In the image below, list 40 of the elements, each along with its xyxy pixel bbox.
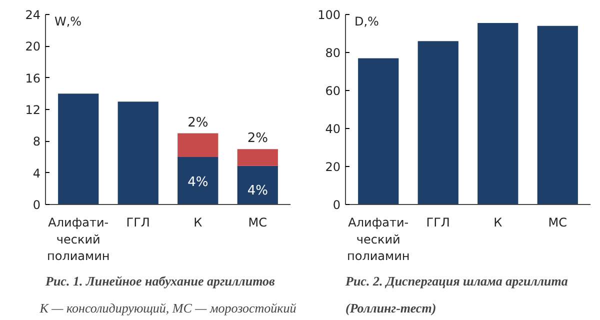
bar (237, 149, 278, 166)
x-tick-label: МС (248, 216, 267, 230)
y-tick-label: 40 (325, 122, 341, 136)
y-axis-title: D,% (354, 14, 379, 28)
y-tick-label: 80 (325, 46, 341, 60)
x-tick-label: МС (548, 216, 567, 230)
y-tick-label: 16 (25, 71, 41, 86)
y-tick-label: 20 (25, 40, 41, 54)
bar (237, 166, 278, 204)
bar (118, 102, 158, 204)
annotation: 2% (188, 115, 208, 130)
y-axis-title: W,% (54, 14, 82, 28)
bar (178, 133, 218, 157)
annotation: 4% (247, 184, 268, 199)
bar (418, 41, 458, 204)
x-tick-label: К (494, 216, 503, 230)
y-tick-label: 20 (325, 160, 341, 174)
x-tick-label: ГГЛ (126, 216, 150, 230)
y-tick-label: 60 (325, 84, 341, 98)
y-tick-label: 0 (32, 198, 41, 212)
bar (58, 94, 99, 204)
text: К — консолидирующий, МС — морозостойкий (38, 300, 297, 316)
bar (358, 58, 399, 204)
x-tick-label: Алифати- ческий полиамин (47, 216, 110, 264)
annotation: 4% (188, 175, 208, 190)
x-tick-label: Алифати- ческий полиамин (347, 216, 410, 264)
bar (478, 23, 518, 204)
x-tick-label: ГГЛ (426, 216, 450, 230)
y-tick-label: 8 (32, 134, 41, 149)
bar (537, 26, 578, 204)
x-tick-label: К (194, 216, 203, 230)
y-tick-label: 12 (25, 103, 41, 117)
text: Рис. 2. Диспергация шлама аргиллита (Роллинг-тест) (346, 274, 568, 316)
y-tick-label: 24 (25, 8, 41, 22)
y-tick-label: 100 (318, 8, 340, 22)
y-tick-label: 4 (32, 166, 41, 180)
bar (178, 157, 218, 204)
annotation: 2% (247, 131, 268, 146)
y-tick-label: 0 (332, 198, 341, 212)
text: Рис. 1. Линейное набухание аргиллитов (46, 274, 276, 288)
